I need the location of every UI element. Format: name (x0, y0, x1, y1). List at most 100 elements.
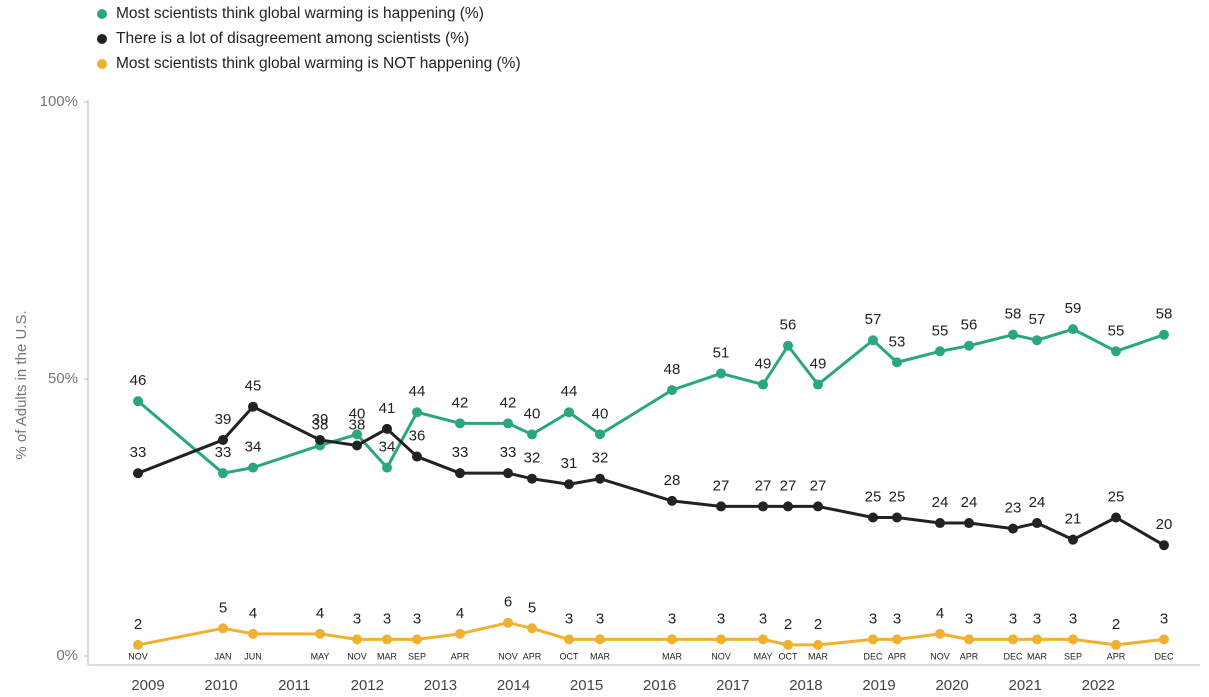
data-label: 40 (349, 405, 366, 422)
data-label: 4 (316, 605, 324, 622)
point (564, 634, 574, 645)
data-label: 3 (413, 610, 421, 627)
data-label: 34 (379, 439, 396, 456)
year-label: 2019 (862, 677, 895, 694)
x-tick-label: MAR (808, 651, 829, 661)
point (1068, 324, 1078, 335)
data-label: 3 (383, 610, 391, 627)
point (892, 634, 902, 645)
data-label: 2 (134, 616, 142, 633)
data-label: 4 (936, 605, 944, 622)
point (133, 639, 143, 650)
point (1008, 634, 1018, 645)
data-label: 27 (780, 477, 797, 494)
point (716, 501, 726, 512)
data-label: 3 (965, 610, 973, 627)
point (133, 396, 143, 407)
year-label: 2021 (1009, 677, 1042, 694)
x-tick-label: OCT (779, 651, 799, 661)
data-label: 33 (130, 444, 147, 461)
point (382, 634, 392, 645)
x-tick-label: MAR (662, 651, 683, 661)
x-tick-label: NOV (347, 651, 367, 661)
data-label: 33 (215, 444, 232, 461)
data-label: 41 (379, 400, 396, 417)
x-tick-label: NOV (128, 651, 148, 661)
series-line (137, 327, 1165, 475)
point (935, 628, 945, 639)
data-label: 51 (713, 344, 730, 361)
point (964, 518, 974, 529)
data-label: 21 (1065, 511, 1082, 528)
data-label: 27 (713, 477, 730, 494)
point (382, 423, 392, 434)
point (412, 451, 422, 462)
data-label: 39 (215, 411, 232, 428)
x-tick-label: MAY (311, 651, 330, 661)
point (1068, 534, 1078, 545)
x-tick-label: NOV (930, 651, 950, 661)
point (1008, 329, 1018, 340)
point (218, 623, 228, 634)
x-tick-label: APR (960, 651, 979, 661)
data-label: 27 (810, 477, 827, 494)
data-label: 59 (1065, 300, 1082, 317)
year-label: 2012 (351, 677, 384, 694)
data-label: 23 (1005, 500, 1022, 517)
data-label: 46 (130, 372, 147, 389)
year-label: 2009 (131, 677, 164, 694)
data-label: 55 (932, 322, 949, 339)
data-label: 40 (524, 405, 541, 422)
data-label: 4 (249, 605, 257, 622)
x-tick-label: JUN (244, 651, 262, 661)
x-tick-label: OCT (560, 651, 580, 661)
point (892, 512, 902, 523)
point (868, 634, 878, 645)
data-label: 38 (312, 416, 329, 433)
point (964, 634, 974, 645)
point (315, 434, 325, 445)
point (527, 623, 537, 634)
year-label: 2010 (204, 677, 237, 694)
x-tick-label: DEC (1154, 651, 1174, 661)
data-label: 20 (1156, 516, 1173, 533)
data-label: 33 (500, 444, 517, 461)
data-label: 57 (865, 311, 882, 328)
point (758, 501, 768, 512)
data-label: 39 (312, 411, 329, 428)
year-label: 2015 (570, 677, 603, 694)
data-label: 48 (664, 361, 681, 378)
data-label: 32 (524, 450, 541, 467)
data-label: 44 (561, 383, 578, 400)
x-tick-label: DEC (863, 651, 883, 661)
year-label: 2016 (643, 677, 676, 694)
point (382, 462, 392, 473)
y-tick-label: 0% (56, 647, 78, 664)
data-label: 53 (889, 333, 906, 350)
point (813, 501, 823, 512)
year-label: 2018 (789, 677, 822, 694)
data-label: 3 (869, 610, 877, 627)
data-label: 40 (592, 405, 609, 422)
data-label: 3 (717, 610, 725, 627)
data-label: 36 (409, 428, 426, 445)
x-tick-label: MAY (754, 651, 773, 661)
data-label: 2 (814, 616, 822, 633)
data-label: 5 (528, 599, 536, 616)
point (248, 628, 258, 639)
x-tick-label: APR (523, 651, 542, 661)
data-label: 25 (865, 488, 882, 505)
point (133, 468, 143, 479)
data-label: 49 (810, 356, 827, 373)
y-axis-label: % of Adults in the U.S. (13, 310, 30, 459)
x-tick-label: APR (1107, 651, 1126, 661)
point (455, 468, 465, 479)
point (935, 518, 945, 529)
point (352, 440, 362, 451)
year-label: 2020 (935, 677, 968, 694)
point (564, 479, 574, 490)
point (716, 634, 726, 645)
x-tick-label: NOV (498, 651, 518, 661)
point (412, 407, 422, 418)
